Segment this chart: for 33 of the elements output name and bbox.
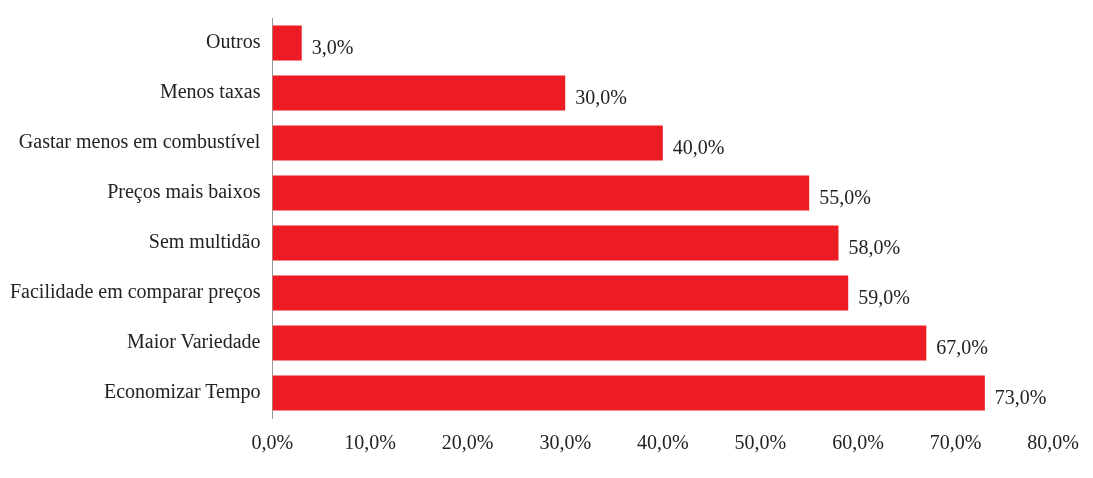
y-tick-label: Facilidade em comparar preços — [9, 280, 261, 304]
x-tick-label: 80,0% — [1027, 431, 1080, 454]
bar — [272, 25, 302, 61]
data-label: 59,0% — [858, 286, 910, 309]
y-tick-label: Economizar Tempo — [103, 380, 261, 404]
y-tick-label: Preços mais baixos — [107, 180, 261, 204]
data-label: 55,0% — [819, 186, 871, 209]
y-tick-label: Gastar menos em combustível — [18, 130, 261, 153]
y-tick-label: Sem multidão — [148, 230, 261, 253]
y-tick-label: Menos taxas — [159, 80, 261, 103]
x-tick-label: 10,0% — [344, 431, 396, 454]
bar — [272, 275, 849, 311]
data-label: 73,0% — [994, 386, 1047, 409]
data-label: 3,0% — [311, 36, 354, 59]
bar — [272, 125, 663, 161]
x-tick-label: 50,0% — [734, 431, 787, 454]
x-tick-label: 30,0% — [539, 431, 592, 454]
bar — [272, 225, 839, 261]
y-tick-label: Maior Variedade — [126, 330, 261, 353]
bar — [272, 325, 927, 361]
x-tick-label: 40,0% — [636, 431, 689, 454]
bar — [272, 75, 566, 111]
x-tick-label: 20,0% — [441, 431, 494, 454]
x-tick-label: 70,0% — [929, 431, 982, 454]
data-label: 58,0% — [848, 236, 901, 259]
bar — [272, 175, 810, 211]
data-label: 67,0% — [936, 336, 988, 359]
data-label: 30,0% — [575, 86, 627, 109]
y-tick-label: Outros — [205, 30, 261, 53]
x-tick-label: 0,0% — [251, 431, 294, 454]
bar — [272, 375, 985, 411]
x-tick-label: 60,0% — [832, 431, 884, 454]
data-label: 40,0% — [672, 136, 725, 159]
